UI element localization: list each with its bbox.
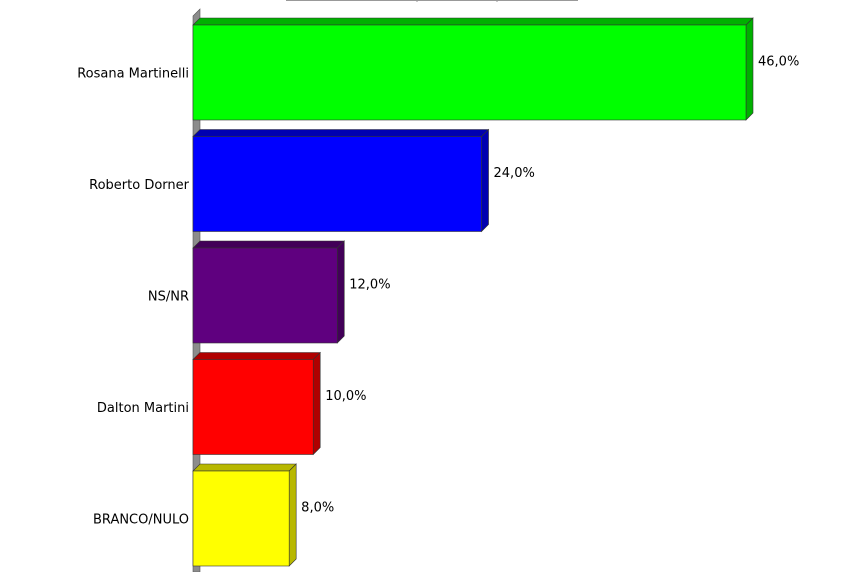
bar-top-face (192, 463, 297, 472)
category-label: BRANCO/NULO (93, 513, 189, 528)
bar-group: BRANCO/NULO 8,0% (93, 463, 334, 567)
category-label: Roberto Dorner (89, 178, 189, 193)
cut-off-header-line (286, 0, 578, 2)
bar-group: Roberto Dorner 24,0% (89, 128, 535, 233)
bar-top-face (192, 129, 490, 137)
bar (192, 136, 482, 232)
category-label: NS/NR (148, 290, 189, 305)
bar-side-face (481, 128, 489, 233)
bar-side-face (745, 17, 754, 121)
bar (192, 24, 747, 121)
bar-side-face (336, 240, 345, 344)
bar (192, 359, 314, 455)
bar-side-face (288, 463, 297, 567)
bar-top-face (192, 352, 321, 360)
bar-side-face (312, 351, 321, 456)
bar (192, 470, 290, 567)
category-label: Dalton Martini (97, 401, 189, 416)
bar-group: Rosana Martinelli 46,0% (77, 17, 799, 121)
bar-group: NS/NR 12,0% (148, 240, 391, 344)
data-label: 8,0% (301, 501, 334, 516)
data-label: 46,0% (758, 55, 799, 70)
bar-top-face (192, 17, 754, 26)
category-label: Rosana Martinelli (77, 67, 189, 82)
bar-group: Dalton Martini 10,0% (97, 351, 367, 456)
bar (192, 247, 338, 344)
data-label: 10,0% (325, 389, 366, 404)
bar-top-face (192, 240, 345, 249)
data-label: 12,0% (349, 278, 390, 293)
data-label: 24,0% (494, 166, 535, 181)
